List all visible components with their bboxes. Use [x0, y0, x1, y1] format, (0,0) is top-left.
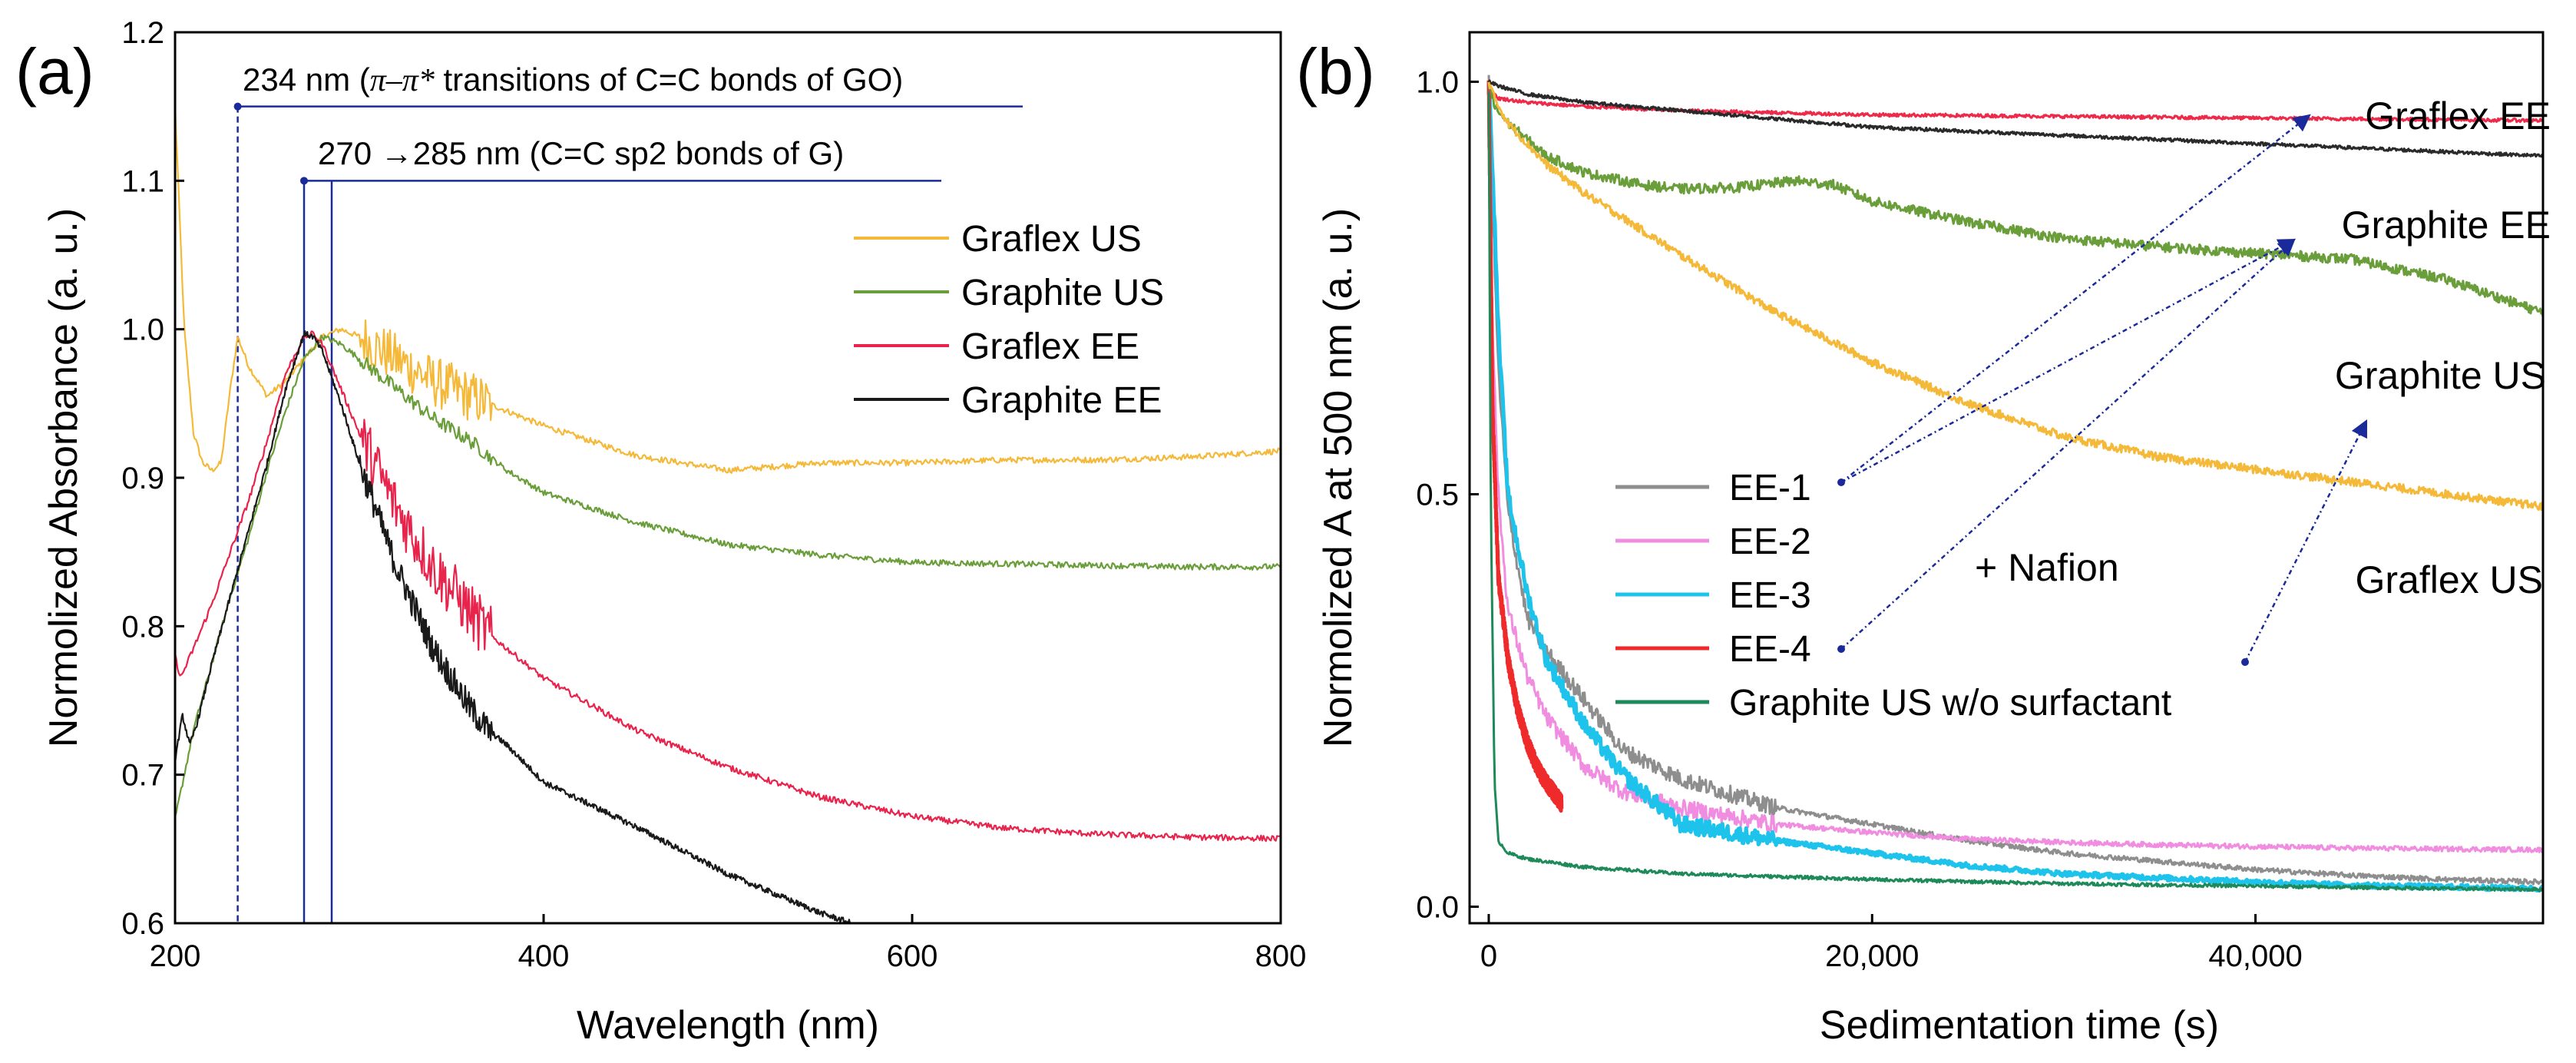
arrow-ee1-graphite-ee — [1840, 238, 2296, 484]
y-tick-label: 0.0 — [1416, 891, 1459, 925]
arrow-origin-ee4 — [1837, 645, 1845, 653]
y-tick-label: 1.0 — [121, 313, 164, 347]
legend-label-ee-2: EE-2 — [1729, 522, 1811, 562]
series-graphite-ee — [1487, 79, 2543, 158]
guide-g-dot — [300, 177, 308, 185]
y-tick-label: 1.2 — [121, 16, 164, 50]
panel-b-xlabel: Sedimentation time (s) — [1820, 1003, 2219, 1048]
panel-b-frame — [1468, 31, 2545, 925]
panel-b-ylabel: Normolized A at 500 nm (a. u.) — [1316, 208, 1361, 747]
series-ee-1 — [1487, 75, 2543, 886]
series-ee-3 — [1486, 84, 2543, 893]
panel-b-legend: EE-1 EE-2 EE-3 EE-4 Graphite US w/o surfacta… — [1615, 468, 2171, 724]
series-ee-2 — [1487, 81, 2543, 853]
legend-label-graphite-us: Graphite US — [961, 273, 1164, 313]
x-tick-label: 200 — [150, 939, 201, 973]
legend-label-graflex-ee: Graflex EE — [961, 326, 1139, 367]
annotation-go-suffix: transitions of C=C bonds of GO) — [435, 61, 903, 98]
annotation-go-prefix: 234 nm ( — [243, 61, 370, 98]
y-tick-label: 1.1 — [121, 164, 164, 198]
series-ee-4 — [1486, 80, 1564, 813]
y-tick-label: 0.6 — [121, 907, 164, 941]
y-tick-label: 0.7 — [121, 759, 164, 793]
curve-label-graphite-us: Graphite US — [2335, 354, 2546, 397]
legend-label-ee-1: EE-1 — [1729, 468, 1811, 508]
x-tick-label: 800 — [1255, 939, 1307, 973]
y-tick-label: 0.8 — [121, 610, 164, 644]
y-tick-label: 0.9 — [121, 462, 164, 495]
x-tick-label: 20,000 — [1825, 939, 1919, 973]
y-tick-label: 1.0 — [1416, 65, 1459, 99]
legend-label-graphite-us-w-o-surfactant: Graphite US w/o surfactant — [1729, 683, 2171, 724]
x-tick-label: 0 — [1480, 939, 1497, 973]
y-tick-label: 0.5 — [1416, 478, 1459, 512]
legend-label-ee-4: EE-4 — [1729, 629, 1811, 670]
arrow-nafion-graphite-us — [2244, 419, 2368, 663]
curve-label-graflex-us: Graflex US — [2355, 558, 2543, 601]
x-tick-label: 600 — [887, 939, 938, 973]
legend-label-graflex-us: Graflex US — [961, 219, 1142, 260]
panel-b: (b) 0.0 0.5 1.0 0 20,000 40,000 Sedimentatio… — [1296, 31, 2551, 1048]
legend-label-ee-3: EE-3 — [1729, 575, 1811, 616]
series-graphite-us-w-o-surfactant — [1487, 81, 2543, 892]
legend-label-graphite-ee: Graphite EE — [961, 380, 1162, 421]
arrow-origin-nafion — [2241, 658, 2249, 666]
panel-a: (a) 0.6 0.7 0.8 0.9 1.0 1.1 1.2 200 400 600 800 W… — [15, 16, 1306, 1048]
annotation-g: 270 →285 nm (C=C sp2 bonds of G) — [318, 135, 844, 171]
panel-a-ylabel: Normolized Absorbance (a. u.) — [41, 208, 86, 747]
series-graphite-ee — [175, 330, 852, 923]
arrow-origin-ee1 — [1837, 479, 1845, 486]
curve-label-graflex-ee: Graflex EE — [2365, 94, 2551, 137]
annotation-nafion: + Nafion — [1975, 546, 2119, 589]
series-graflex-ee — [175, 330, 1281, 843]
panel-a-legend: Graflex US Graphite US Graflex EE Graphite … — [854, 219, 1164, 421]
guide-go-dot — [233, 102, 242, 111]
annotation-go-symbol: π–π* — [370, 63, 435, 98]
x-tick-label: 40,000 — [2208, 939, 2302, 973]
nafion-arrows — [1837, 114, 2368, 666]
panel-a-guides — [233, 102, 1023, 923]
x-tick-label: 400 — [518, 939, 570, 973]
panel-a-xlabel: Wavelength (nm) — [577, 1003, 879, 1048]
arrow-ee4-graphite-ee — [1840, 238, 2296, 650]
annotation-go: 234 nm (π–π* transitions of C=C bonds of… — [243, 61, 903, 98]
series-graphite-us — [175, 334, 1281, 817]
panel-b-label: (b) — [1296, 35, 1375, 108]
series-graflex-us — [1487, 81, 2543, 512]
panel-a-label: (a) — [15, 35, 94, 108]
series-graflex-us — [175, 105, 1281, 474]
series-graphite-us — [1487, 83, 2543, 317]
curve-label-graphite-ee: Graphite EE — [2342, 204, 2551, 247]
arrow-ee1-graflex-ee — [1840, 114, 2311, 483]
